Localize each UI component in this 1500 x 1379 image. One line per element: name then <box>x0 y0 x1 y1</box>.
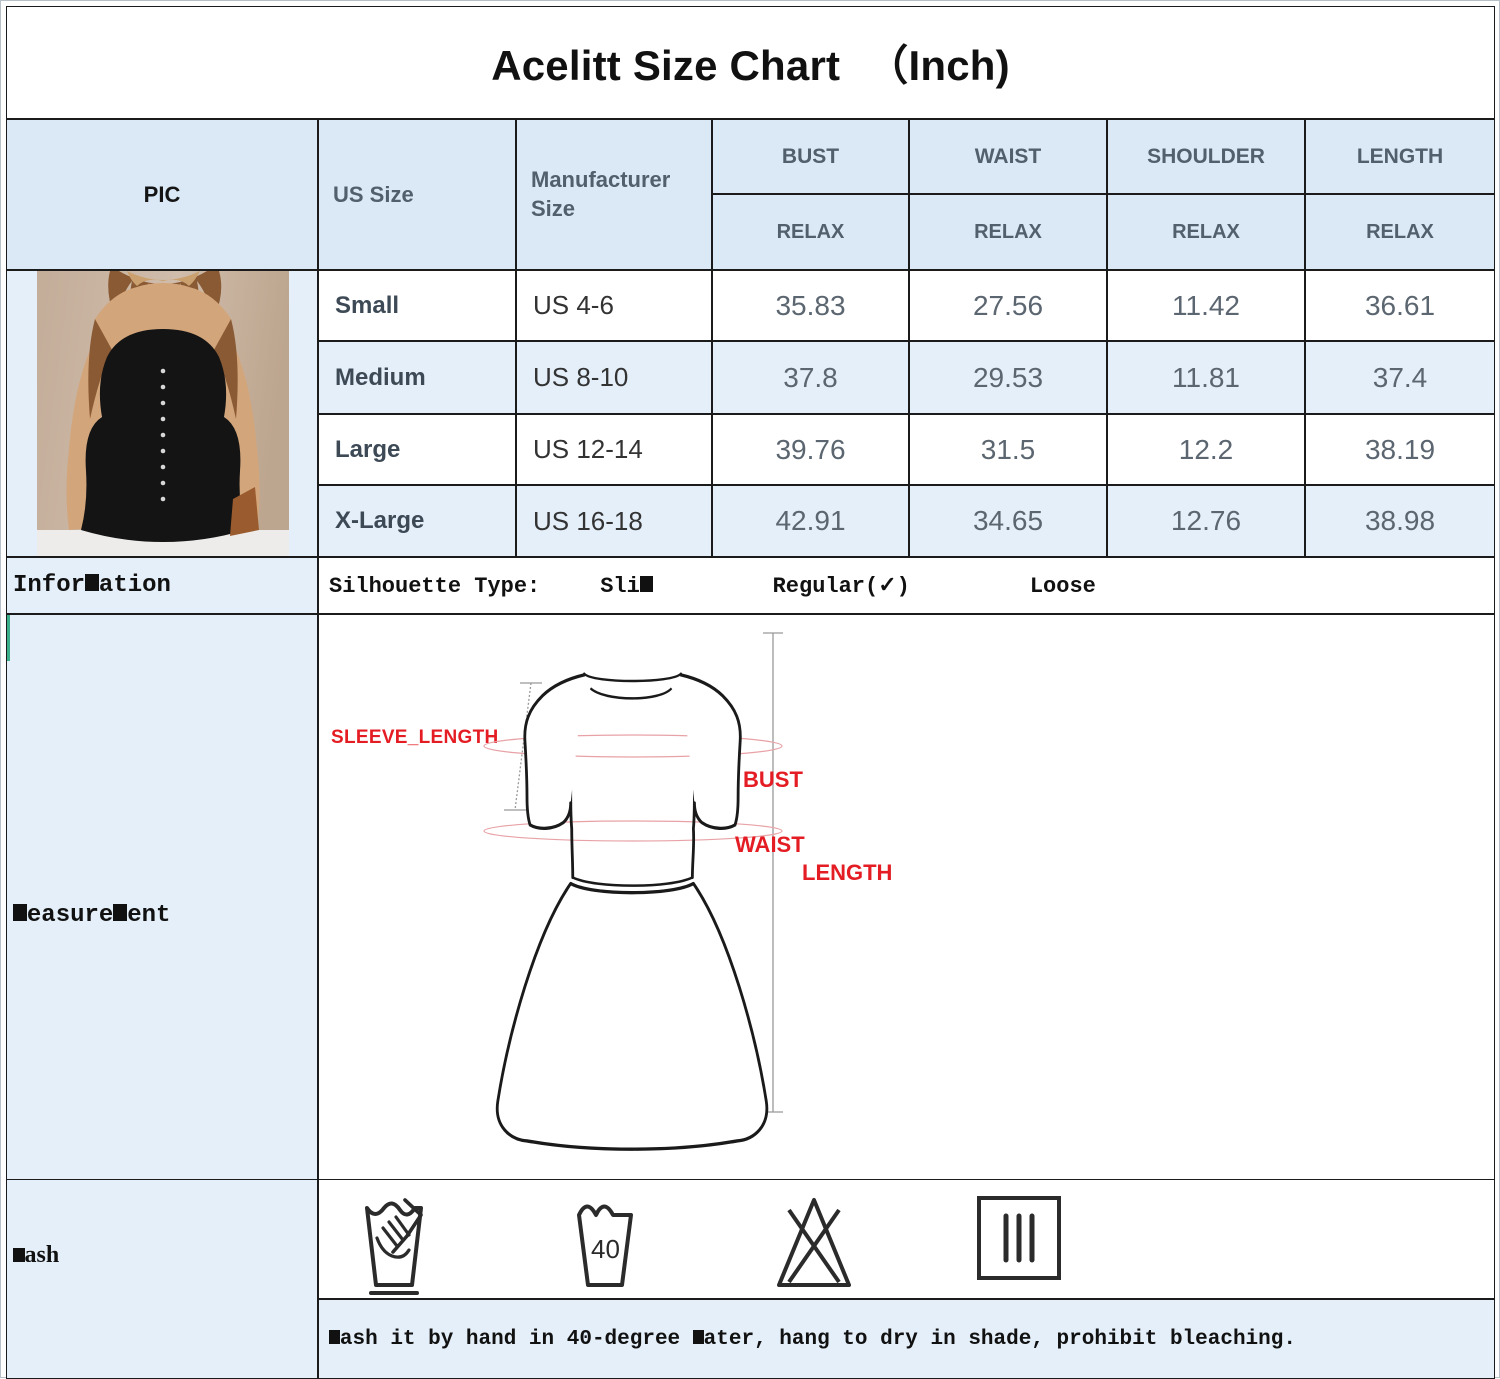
svg-text:40: 40 <box>591 1234 620 1264</box>
svg-text:WAIST: WAIST <box>735 832 805 857</box>
svg-text:LENGTH: LENGTH <box>802 860 892 885</box>
svg-text:BUST: BUST <box>743 767 803 792</box>
svg-text:SLEEVE_LENGTH: SLEEVE_LENGTH <box>331 727 499 748</box>
